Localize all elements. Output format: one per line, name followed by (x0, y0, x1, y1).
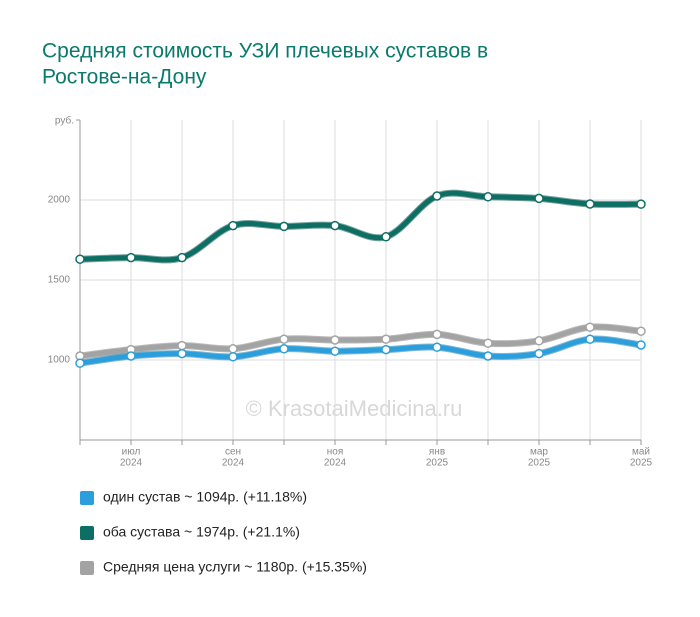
x-tick-label: мар (530, 447, 548, 458)
legend-swatch (80, 561, 94, 575)
x-tick-label: 2024 (324, 458, 347, 469)
y-tick-label: 2000 (48, 195, 71, 206)
point (432, 342, 442, 352)
point (228, 344, 238, 354)
point (330, 346, 340, 356)
point (636, 199, 646, 209)
x-tick-label: 2024 (222, 458, 245, 469)
point (636, 340, 646, 350)
legend-label: один сустав ~ 1094р. (+11.18%) (103, 489, 307, 505)
point (228, 352, 238, 362)
point (177, 348, 187, 359)
x-tick-label: ноя (327, 447, 344, 458)
point (177, 252, 187, 263)
chart-title: Ростове-на-Дону (42, 66, 207, 89)
point (279, 334, 289, 344)
point (75, 358, 85, 368)
point (330, 335, 340, 345)
x-tick-label: 2025 (426, 458, 449, 469)
y-tick-label: 1000 (48, 355, 71, 366)
point (483, 351, 493, 361)
point (279, 221, 289, 232)
point (75, 254, 85, 264)
x-tick-label: янв (429, 447, 445, 458)
point (483, 338, 493, 348)
chart-title: Средняя стоимость УЗИ плечевых суставов … (42, 40, 488, 63)
point (177, 340, 187, 351)
legend-swatch (80, 491, 94, 505)
point (279, 344, 289, 354)
x-tick-label: 2025 (630, 458, 653, 469)
watermark: © KrasotaiMedicina.ru (246, 396, 463, 421)
y-axis-label: руб. (55, 115, 74, 127)
point (330, 220, 340, 231)
point (228, 220, 238, 231)
point (126, 351, 136, 361)
point (381, 232, 391, 242)
line-outline (79, 189, 642, 264)
point (126, 252, 136, 263)
point (534, 336, 544, 346)
point (432, 329, 442, 340)
x-tick-label: сен (225, 447, 241, 458)
point (483, 192, 493, 202)
x-tick-label: июл (122, 447, 141, 458)
point (432, 191, 442, 201)
point (585, 199, 595, 209)
point (534, 348, 544, 359)
y-tick-label: 1500 (48, 275, 71, 286)
point (381, 334, 391, 344)
point (534, 193, 544, 204)
x-tick-label: 2025 (528, 458, 551, 469)
legend-swatch (80, 526, 94, 540)
legend-label: оба сустава ~ 1974р. (+21.1%) (103, 524, 300, 540)
point (636, 326, 646, 336)
x-tick-label: май (632, 447, 650, 458)
legend-label: Средняя цена услуги ~ 1180р. (+15.35%) (103, 559, 367, 575)
point (381, 344, 391, 355)
x-tick-label: 2024 (120, 458, 143, 469)
point (585, 322, 595, 332)
point (585, 334, 595, 344)
